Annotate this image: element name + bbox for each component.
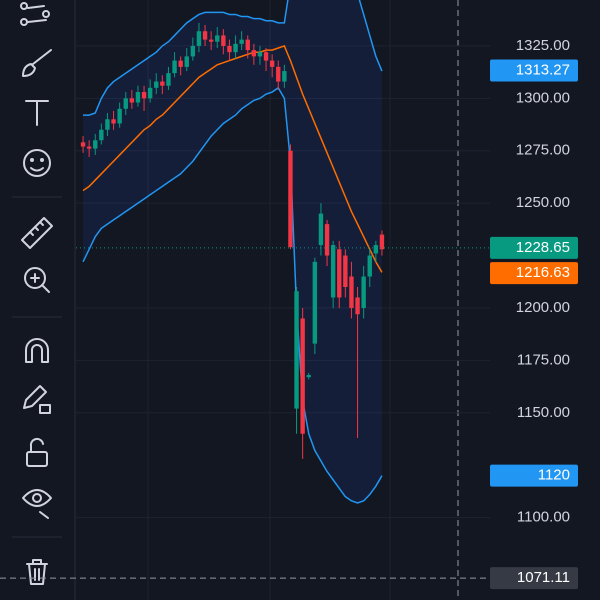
candle-body bbox=[141, 92, 147, 99]
candle-body bbox=[379, 234, 385, 250]
candle-body bbox=[251, 50, 257, 57]
candle-body bbox=[190, 45, 196, 57]
tool-magnet[interactable] bbox=[25, 338, 49, 363]
band-line bbox=[83, 0, 383, 116]
band-line bbox=[82, 44, 383, 273]
candle-body bbox=[312, 261, 318, 344]
candle-body bbox=[202, 31, 208, 40]
candle-body bbox=[184, 56, 189, 67]
tool-trash[interactable] bbox=[26, 559, 48, 585]
tool-emoji[interactable] bbox=[23, 149, 51, 177]
candle-body bbox=[263, 52, 269, 61]
plot-area bbox=[76, 0, 490, 519]
candle-body bbox=[80, 142, 86, 147]
candle-body bbox=[294, 291, 299, 409]
y-tick-label: 1150.00 bbox=[517, 404, 570, 421]
candle-body bbox=[105, 119, 110, 130]
y-tick-label: 1325.00 bbox=[516, 37, 570, 54]
candle-body bbox=[93, 140, 98, 149]
candle-body bbox=[361, 276, 366, 308]
candle-body bbox=[282, 71, 287, 82]
candle-body bbox=[343, 255, 348, 288]
price-tag-label: 1071.11 bbox=[517, 569, 570, 586]
band-fill bbox=[83, 0, 382, 503]
candle-body bbox=[135, 92, 141, 103]
candle-body bbox=[318, 213, 324, 246]
candle-body bbox=[227, 45, 232, 53]
candle-body bbox=[160, 81, 165, 86]
candle-body bbox=[166, 73, 171, 86]
tool-eye[interactable] bbox=[22, 489, 52, 519]
tool-lock-draw[interactable] bbox=[23, 385, 51, 414]
price-tag bbox=[490, 59, 578, 82]
candle-body bbox=[239, 39, 244, 44]
candle-body bbox=[172, 60, 177, 74]
candle-body bbox=[269, 60, 275, 67]
y-tick-label: 1200.00 bbox=[516, 299, 570, 316]
candle-body bbox=[257, 52, 263, 57]
candle-body bbox=[123, 98, 128, 109]
tool-text[interactable] bbox=[25, 100, 49, 126]
candle-body bbox=[99, 129, 104, 141]
price-tag-label: 1313.27 bbox=[516, 61, 570, 78]
candle-body bbox=[154, 81, 159, 88]
candle-body bbox=[117, 108, 122, 124]
y-tick-label: 1100.00 bbox=[517, 509, 570, 526]
candle-body bbox=[276, 66, 281, 82]
price-tag bbox=[490, 567, 578, 590]
y-tick-label: 1275.00 bbox=[516, 142, 570, 159]
candle-body bbox=[349, 276, 354, 308]
candle-body bbox=[129, 98, 135, 103]
candle-body bbox=[324, 224, 330, 256]
y-tick-label: 1300.00 bbox=[516, 89, 570, 106]
candle-body bbox=[111, 119, 116, 124]
tool-zoom[interactable] bbox=[24, 267, 50, 293]
price-tag bbox=[490, 236, 578, 259]
candle-body bbox=[215, 35, 220, 42]
candle-body bbox=[367, 255, 372, 277]
price-tag-label: 1228.65 bbox=[516, 239, 570, 256]
y-tick-label: 1175.00 bbox=[517, 351, 570, 368]
candle-body bbox=[147, 87, 153, 99]
candle-body bbox=[355, 297, 360, 315]
tool-brush[interactable] bbox=[22, 49, 52, 77]
y-tick-label: 1250.00 bbox=[516, 194, 570, 211]
candle-body bbox=[86, 146, 92, 149]
candle-body bbox=[306, 375, 311, 378]
price-tag bbox=[490, 464, 578, 487]
candle-body bbox=[373, 245, 379, 254]
tool-unlock[interactable] bbox=[26, 437, 48, 467]
price-axis: 1325.00 1300.00 1275.00 1250.00 1200.00 1175.… bbox=[490, 37, 578, 590]
tool-trend[interactable] bbox=[20, 2, 50, 26]
price-tag bbox=[490, 262, 578, 285]
candle-body bbox=[330, 245, 336, 298]
candle-body bbox=[300, 318, 305, 434]
candle-body bbox=[245, 39, 250, 51]
candle-body bbox=[337, 249, 342, 298]
candle-body bbox=[233, 43, 238, 53]
price-tag-label: 1216.63 bbox=[516, 264, 570, 281]
candle-body bbox=[208, 39, 214, 42]
toolbar bbox=[12, 0, 76, 600]
candle-body bbox=[288, 150, 293, 248]
candle-body bbox=[196, 31, 202, 46]
candle-body bbox=[178, 60, 183, 67]
price-tag-label: 1120 bbox=[538, 467, 570, 484]
tool-ruler[interactable] bbox=[21, 217, 53, 249]
candle-body bbox=[221, 35, 226, 46]
band-line bbox=[82, 86, 383, 504]
